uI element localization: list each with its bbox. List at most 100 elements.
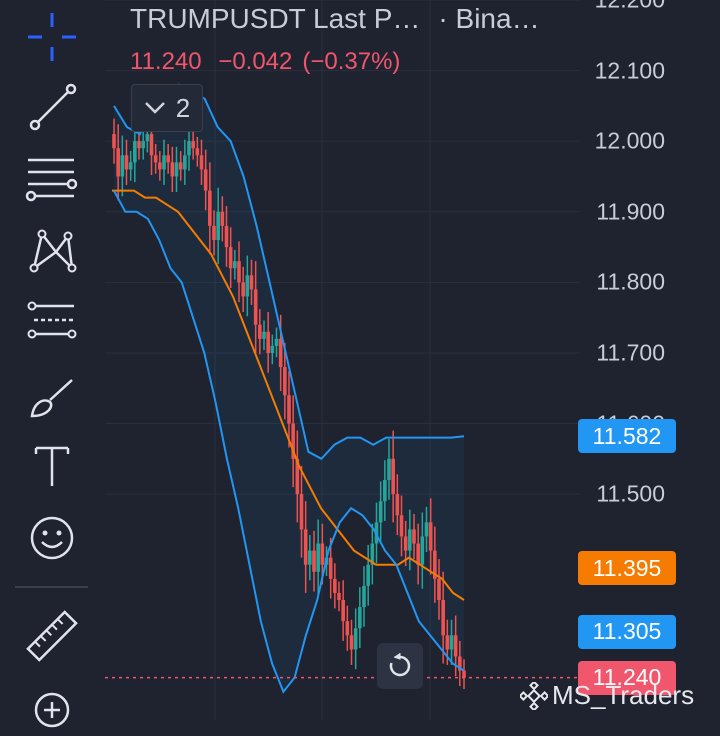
candle-bullish bbox=[274, 327, 279, 358]
crosshair-tool[interactable] bbox=[22, 7, 82, 67]
candle-body bbox=[278, 338, 283, 368]
candle-bullish bbox=[141, 129, 145, 160]
candle-body bbox=[233, 261, 237, 269]
candle-body bbox=[399, 515, 404, 537]
candle-body bbox=[416, 543, 420, 565]
prediction-icon bbox=[27, 301, 77, 339]
candle-bullish bbox=[216, 187, 220, 264]
emoji-tool[interactable] bbox=[22, 508, 82, 568]
fib-retracement-tool[interactable] bbox=[22, 148, 82, 208]
candle-bullish bbox=[162, 139, 166, 185]
candle-body bbox=[458, 656, 462, 671]
price-legend: 11.240 −0.042 (−0.37%) bbox=[130, 48, 410, 76]
candle-bearish bbox=[291, 395, 295, 488]
candle-body bbox=[370, 543, 375, 565]
candle-body bbox=[133, 141, 137, 163]
drawing-toolbar bbox=[0, 0, 105, 728]
candle-bullish bbox=[308, 535, 312, 581]
candle-body bbox=[245, 275, 250, 297]
brush-tool[interactable] bbox=[22, 366, 82, 426]
candle-bearish bbox=[287, 371, 291, 448]
ruler-tool[interactable] bbox=[22, 606, 82, 666]
symbol-legend[interactable]: TRUMPUSDT Last P… · Bina… bbox=[130, 3, 540, 35]
price-change-percent: (−0.37%) bbox=[302, 48, 401, 75]
candle-body bbox=[274, 338, 279, 346]
candle-bearish bbox=[458, 640, 462, 687]
candle-bearish bbox=[220, 196, 225, 242]
candle-bearish bbox=[228, 227, 233, 288]
pattern-tool[interactable] bbox=[22, 220, 82, 280]
reset-chart-button[interactable] bbox=[377, 643, 423, 689]
candle-body bbox=[249, 275, 254, 290]
text-tool[interactable] bbox=[22, 436, 82, 496]
toolbar-divider bbox=[15, 586, 88, 588]
chevron-down-icon bbox=[144, 102, 165, 114]
candle-bullish bbox=[408, 509, 412, 571]
watermark: MS_Traders bbox=[520, 680, 694, 711]
candle-body bbox=[258, 324, 262, 339]
candle-body bbox=[337, 592, 341, 600]
candle-bullish bbox=[366, 544, 370, 606]
zoom-in-icon bbox=[34, 692, 70, 728]
price-axis-label: 11.900 bbox=[596, 198, 665, 225]
candle-body bbox=[141, 141, 145, 149]
candle-body bbox=[391, 458, 395, 495]
candle-bearish bbox=[258, 309, 262, 355]
price-tag: 11.305 bbox=[578, 614, 676, 649]
candle-bearish bbox=[341, 580, 345, 641]
candle-body bbox=[383, 480, 387, 502]
candle-body bbox=[158, 162, 162, 170]
candle-body bbox=[353, 628, 358, 650]
candle-body bbox=[366, 564, 370, 586]
candle-body bbox=[228, 247, 233, 269]
candle-bearish bbox=[333, 563, 337, 609]
candle-body bbox=[237, 261, 241, 283]
candle-bearish bbox=[391, 430, 395, 523]
candle-bullish bbox=[378, 481, 383, 543]
emoji-icon bbox=[30, 516, 74, 560]
candle-bearish bbox=[399, 495, 404, 557]
zoom-in-tool[interactable] bbox=[22, 676, 82, 736]
candle-body bbox=[170, 162, 175, 177]
candle-body bbox=[145, 134, 150, 142]
candle-body bbox=[412, 529, 416, 544]
candle-body bbox=[291, 423, 295, 459]
candle-bearish bbox=[241, 266, 245, 312]
candle-body bbox=[287, 395, 291, 424]
candle-body bbox=[303, 529, 308, 565]
price-tag: 11.582 bbox=[578, 419, 676, 454]
indicators-toggle-button[interactable]: 2 bbox=[131, 84, 203, 132]
candle-bearish bbox=[116, 124, 120, 201]
candle-body bbox=[195, 148, 200, 156]
candle-bearish bbox=[158, 151, 162, 181]
prediction-tool[interactable] bbox=[22, 292, 82, 352]
candle-body bbox=[191, 141, 195, 149]
price-change-value: −0.042 bbox=[218, 48, 293, 75]
candle-bullish bbox=[316, 519, 320, 596]
candle-bearish bbox=[412, 513, 416, 560]
candle-body bbox=[224, 225, 229, 248]
trendline-tool[interactable] bbox=[22, 76, 82, 136]
price-axis-label: 11.800 bbox=[596, 268, 665, 295]
candle-bearish bbox=[191, 129, 195, 160]
candle-body bbox=[187, 141, 191, 156]
candle-bearish bbox=[328, 537, 333, 599]
candle-bullish bbox=[358, 587, 362, 648]
candle-bearish bbox=[416, 523, 420, 585]
candle-bullish bbox=[187, 125, 191, 171]
candle-body bbox=[320, 543, 325, 565]
candle-body bbox=[149, 134, 154, 156]
trendline-icon bbox=[29, 83, 77, 131]
candle-body bbox=[216, 211, 220, 240]
candle-bearish bbox=[212, 210, 216, 256]
candle-body bbox=[449, 635, 454, 650]
candle-body bbox=[124, 155, 129, 170]
candle-body bbox=[408, 529, 412, 551]
candle-bearish bbox=[345, 605, 350, 651]
candle-body bbox=[262, 331, 266, 339]
candle-bullish bbox=[387, 439, 391, 500]
candle-bullish bbox=[370, 523, 375, 585]
candle-body bbox=[462, 670, 466, 678]
candle-bearish bbox=[237, 241, 241, 303]
price-tag: 11.395 bbox=[578, 551, 676, 586]
